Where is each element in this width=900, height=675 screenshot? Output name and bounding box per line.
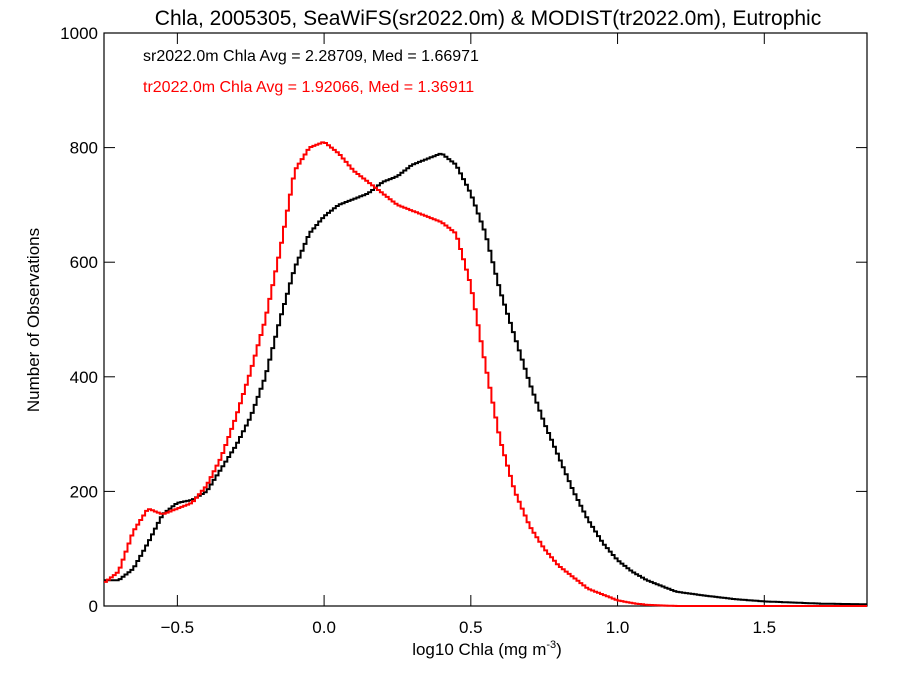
y-tick-label: 200 (70, 482, 98, 501)
series-line-red (104, 141, 867, 607)
x-tick-label: 0.0 (312, 618, 336, 637)
x-axis-title-suffix: ) (556, 640, 562, 659)
x-axis-title-exponent: -3 (546, 639, 556, 651)
y-tick-label: 1000 (60, 24, 98, 43)
legend-line-black: sr2022.0m Chla Avg = 2.28709, Med = 1.66… (143, 48, 479, 65)
y-tick-label: 0 (89, 597, 98, 616)
x-tick-label: 0.5 (459, 618, 483, 637)
y-axis-title: Number of Observations (24, 228, 43, 412)
x-axis-title: log10 Chla (mg m-3) (412, 639, 562, 659)
x-tick-label: 1.5 (752, 618, 776, 637)
plot-frame (103, 32, 868, 607)
series-line-black (104, 152, 867, 606)
y-tick-label: 400 (70, 368, 98, 387)
x-tick-label: 1.0 (606, 618, 630, 637)
legend-line-red: tr2022.0m Chla Avg = 1.92066, Med = 1.36… (143, 79, 474, 96)
y-tick-label: 600 (70, 253, 98, 272)
y-tick-label: 800 (70, 139, 98, 158)
x-axis-title-text: log10 Chla (mg m (412, 640, 546, 659)
x-tick-label: −0.5 (161, 618, 195, 637)
chart-title: Chla, 2005305, SeaWiFS(sr2022.0m) & MODI… (155, 7, 821, 30)
